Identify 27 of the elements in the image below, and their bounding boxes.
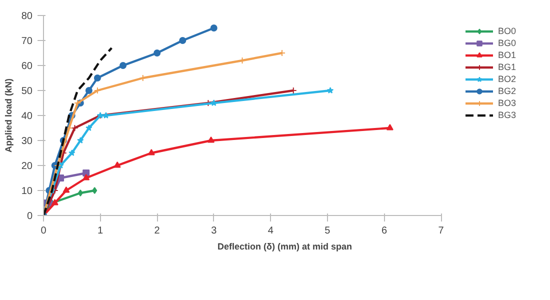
legend-label: BG3 [498,109,518,121]
legend-label: BG0 [498,37,518,49]
x-tick-label: 7 [438,226,444,236]
y-tick-label: 10 [21,186,33,197]
y-tick-label: 0 [26,211,33,222]
y-tick-label: 30 [21,136,33,147]
x-tick-label: 2 [154,226,160,236]
legend-label: BO3 [498,97,518,109]
y-tick-label: 80 [21,11,33,22]
x-tick-label: 5 [324,226,331,236]
x-tick-label: 6 [381,226,388,236]
legend-label: BG2 [498,85,518,97]
legend-label: BO0 [498,25,518,37]
y-tick-label: 50 [21,86,33,97]
x-tick-label: 3 [211,226,218,236]
legend-label: BO1 [498,49,518,61]
y-axis-title: Applied load (kN) [3,78,14,152]
x-tick-label: 4 [268,226,274,236]
y-tick-label: 60 [21,61,33,72]
y-tick-label: 40 [21,111,33,122]
y-tick-label: 70 [21,36,33,47]
x-tick-label: 0 [40,226,47,236]
legend-label: BO2 [498,73,518,85]
y-tick-label: 20 [21,161,33,172]
x-axis-title: Deflection (δ) (mm) at mid span [218,242,352,252]
legend-label: BG1 [498,61,518,73]
x-tick-label: 1 [98,226,104,236]
